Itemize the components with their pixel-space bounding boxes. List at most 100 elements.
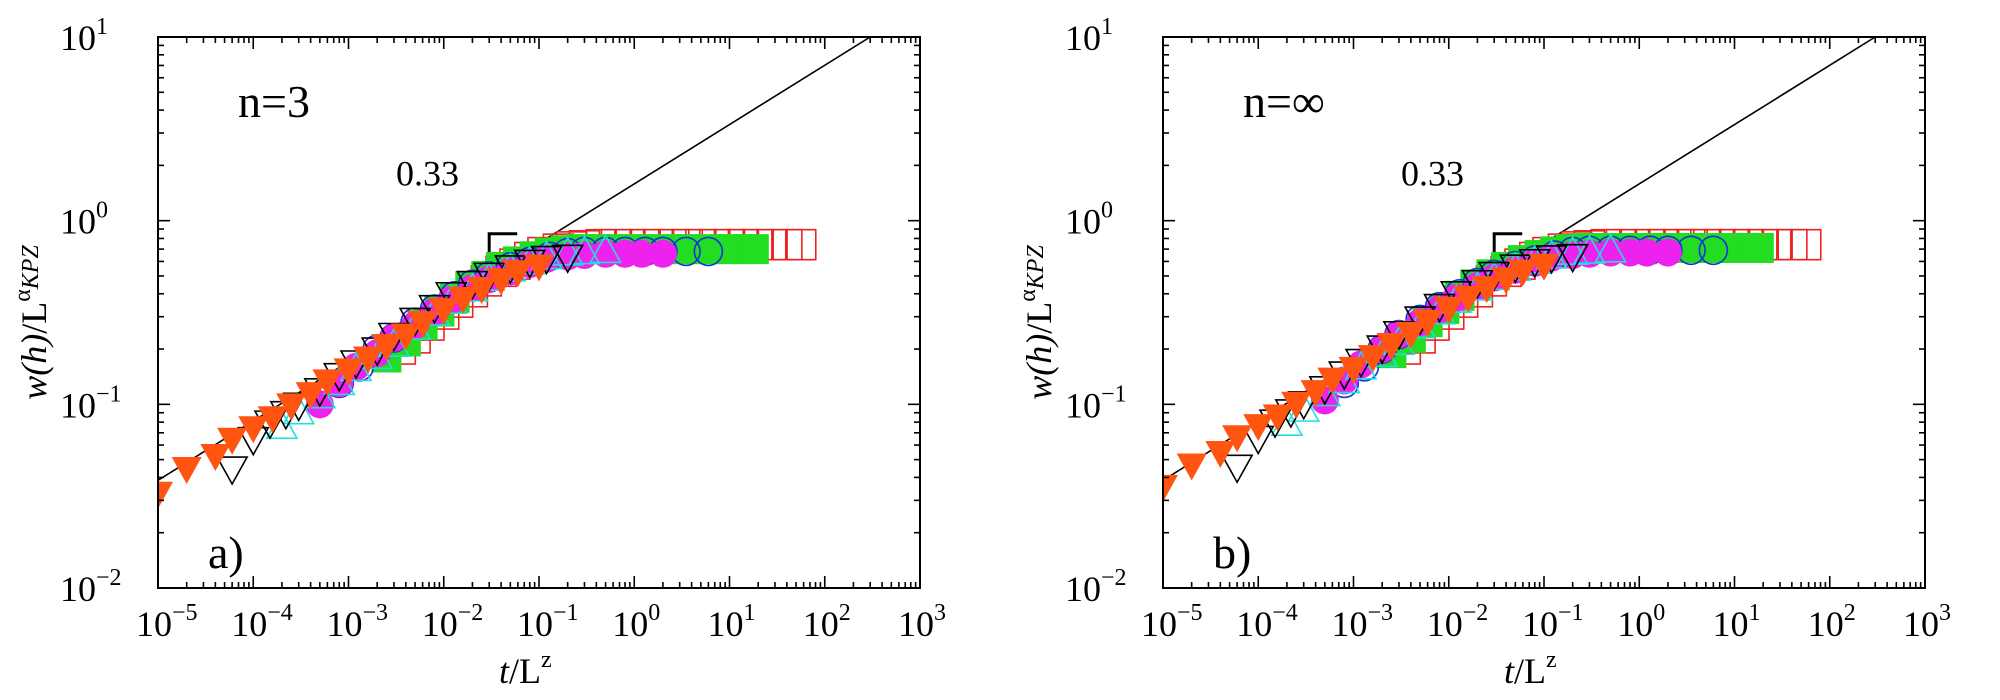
x-tick-label: 101 xyxy=(708,600,756,644)
panel-b-chart: 0.33 10−5 10−4 10−3 10−2 10−1 100 101 102 103 10−2… xyxy=(1015,14,1951,691)
data-point xyxy=(1653,238,1682,267)
data-point xyxy=(1529,253,1559,281)
y-tick-label: 10−1 xyxy=(1065,381,1127,425)
data-point xyxy=(257,406,288,434)
x-tick-label: 10−3 xyxy=(1332,600,1394,644)
x-tick-label: 10−3 xyxy=(327,600,389,644)
data-point xyxy=(1357,345,1388,373)
data-point xyxy=(1205,441,1236,469)
data-point xyxy=(1281,391,1312,419)
x-axis-title: t/Lz xyxy=(499,647,552,691)
data-point xyxy=(1300,380,1331,408)
data-point xyxy=(1507,259,1538,287)
data-point xyxy=(551,244,585,274)
data-point xyxy=(1453,285,1484,313)
data-point xyxy=(333,358,364,386)
data-point xyxy=(1222,425,1253,453)
data-point xyxy=(428,298,459,326)
slope-bracket xyxy=(1492,232,1523,254)
y-tick-label: 100 xyxy=(1065,198,1113,242)
panel-a-chart: 0.33 10−5 10−4 10−3 10−2 10−1 100 101 102 103 10−2… xyxy=(10,14,946,691)
data-point xyxy=(1433,296,1464,324)
panel-annotation: n=3 xyxy=(238,76,310,127)
data-point xyxy=(1243,414,1274,442)
data-point xyxy=(568,234,601,265)
data-point xyxy=(1412,309,1443,337)
panel-annotation: n=∞ xyxy=(1243,76,1325,127)
data-point xyxy=(1743,232,1774,263)
data-point xyxy=(1698,235,1729,266)
x-tick-label: 100 xyxy=(612,600,660,644)
data-point xyxy=(1789,228,1822,261)
data-point xyxy=(589,233,622,264)
data-point xyxy=(486,268,517,296)
x-tick-label: 101 xyxy=(1713,600,1761,644)
y-tick-label: 100 xyxy=(60,198,108,242)
data-point xyxy=(1338,356,1369,384)
data-point xyxy=(1471,276,1502,304)
data-point xyxy=(171,457,202,485)
data-point xyxy=(466,276,497,304)
series-triangle-down-filled xyxy=(158,254,554,509)
data-point xyxy=(648,239,677,268)
data-point xyxy=(551,236,585,266)
slope-bracket xyxy=(487,232,518,254)
data-point xyxy=(693,236,724,267)
data-point xyxy=(1317,367,1348,395)
data-point xyxy=(1176,453,1207,481)
y-tick-label: 101 xyxy=(60,14,108,58)
data-point xyxy=(1491,267,1522,295)
data-point xyxy=(295,382,326,410)
panel-letter: a) xyxy=(208,527,244,578)
x-tick-label: 10−4 xyxy=(1236,600,1298,644)
x-tick-label: 10−1 xyxy=(1522,600,1584,644)
data-point xyxy=(784,228,817,261)
x-tick-label: 10−5 xyxy=(136,600,198,644)
data-point xyxy=(524,254,554,282)
data-point xyxy=(200,443,231,471)
data-point xyxy=(1573,234,1606,264)
x-tick-label: 103 xyxy=(1903,600,1951,644)
data-point xyxy=(371,334,402,362)
series-triangle-down-filled xyxy=(1163,253,1559,502)
data-point xyxy=(158,481,173,509)
slope-label: 0.33 xyxy=(396,154,459,194)
data-point xyxy=(1163,474,1178,502)
data-point xyxy=(1220,454,1254,484)
data-point xyxy=(352,346,383,374)
data-point xyxy=(276,393,307,421)
data-point xyxy=(407,311,438,339)
data-point xyxy=(217,427,248,455)
data-point xyxy=(215,456,249,486)
data-point xyxy=(627,239,656,268)
data-point xyxy=(1596,238,1625,267)
data-point xyxy=(1556,243,1590,274)
slope-label: 0.33 xyxy=(1401,154,1464,194)
x-tick-label: 10−2 xyxy=(1427,600,1489,644)
data-point xyxy=(1262,404,1293,432)
y-tick-label: 101 xyxy=(1065,14,1113,58)
x-tick-label: 102 xyxy=(1808,600,1856,644)
y-tick-label: 10−1 xyxy=(60,381,122,425)
data-point xyxy=(1594,233,1627,263)
x-tick-label: 10−1 xyxy=(517,600,579,644)
panel-letter: b) xyxy=(1213,527,1251,578)
x-tick-label: 10−5 xyxy=(1141,600,1203,644)
y-axis-title: w(h)/LαKPZ xyxy=(1015,245,1059,400)
x-tick-label: 10−4 xyxy=(231,600,293,644)
data-point xyxy=(1556,235,1590,266)
ticks xyxy=(1162,36,1926,589)
y-axis-title: w(h)/LαKPZ xyxy=(10,245,54,400)
x-tick-label: 103 xyxy=(898,600,946,644)
data-point xyxy=(738,234,769,265)
y-tick-label: 10−2 xyxy=(60,565,122,609)
data-point xyxy=(448,286,479,314)
x-axis-title: t/Lz xyxy=(1504,647,1557,691)
data-point xyxy=(390,323,421,351)
data-point xyxy=(1395,321,1426,349)
data-point xyxy=(502,260,533,288)
x-tick-label: 102 xyxy=(803,600,851,644)
data-point xyxy=(1632,238,1661,267)
data-point xyxy=(238,416,269,444)
